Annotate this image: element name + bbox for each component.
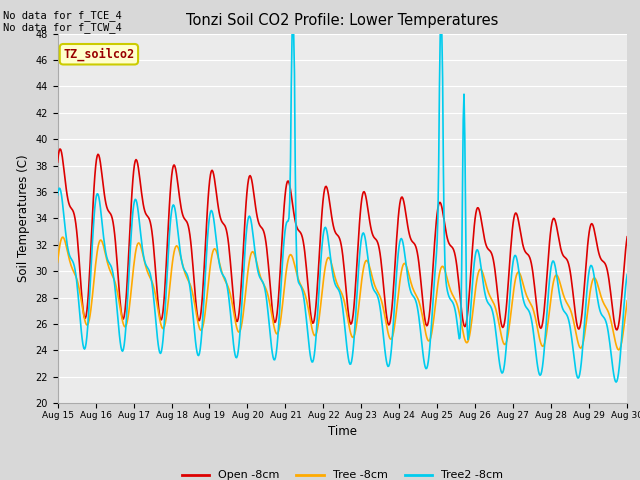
Tree2 -8cm: [54, 192, 61, 198]
Tree2 -8cm: [64, 246, 72, 252]
Text: No data for f_TCE_4
No data for f_TCW_4: No data for f_TCE_4 No data for f_TCW_4: [3, 10, 122, 33]
Tree2 -8cm: [123, 314, 131, 320]
Tree -8cm: [58, 234, 66, 240]
Open -8cm: [65, 200, 72, 205]
Tree -8cm: [181, 271, 189, 276]
Line: Tree2 -8cm: Tree2 -8cm: [58, 34, 627, 382]
Tree -8cm: [65, 254, 72, 260]
Tree -8cm: [124, 318, 131, 324]
Line: Open -8cm: Open -8cm: [58, 149, 627, 330]
Open -8cm: [413, 246, 420, 252]
Open -8cm: [429, 263, 437, 268]
Y-axis label: Soil Temperatures (C): Soil Temperatures (C): [17, 155, 30, 282]
Tree -8cm: [614, 347, 622, 353]
Tree -8cm: [413, 293, 420, 299]
Tree2 -8cm: [211, 222, 218, 228]
X-axis label: Time: Time: [328, 425, 357, 438]
Tree -8cm: [429, 321, 437, 327]
Tree2 -8cm: [180, 267, 188, 273]
Tree2 -8cm: [413, 300, 420, 306]
Line: Tree -8cm: Tree -8cm: [58, 237, 627, 350]
Open -8cm: [56, 146, 64, 152]
Open -8cm: [623, 234, 631, 240]
Tree2 -8cm: [612, 379, 620, 385]
Tree -8cm: [211, 246, 219, 252]
Open -8cm: [211, 181, 219, 187]
Open -8cm: [124, 276, 131, 282]
Open -8cm: [181, 216, 189, 222]
Title: Tonzi Soil CO2 Profile: Lower Temperatures: Tonzi Soil CO2 Profile: Lower Temperatur…: [186, 13, 499, 28]
Tree -8cm: [54, 259, 61, 265]
Open -8cm: [54, 159, 61, 165]
Tree2 -8cm: [288, 31, 296, 36]
Legend: Open -8cm, Tree -8cm, Tree2 -8cm: Open -8cm, Tree -8cm, Tree2 -8cm: [177, 466, 508, 480]
Tree -8cm: [623, 298, 631, 304]
Open -8cm: [613, 327, 621, 333]
Tree2 -8cm: [429, 297, 437, 302]
Text: TZ_soilco2: TZ_soilco2: [63, 48, 134, 61]
Tree2 -8cm: [623, 272, 631, 277]
